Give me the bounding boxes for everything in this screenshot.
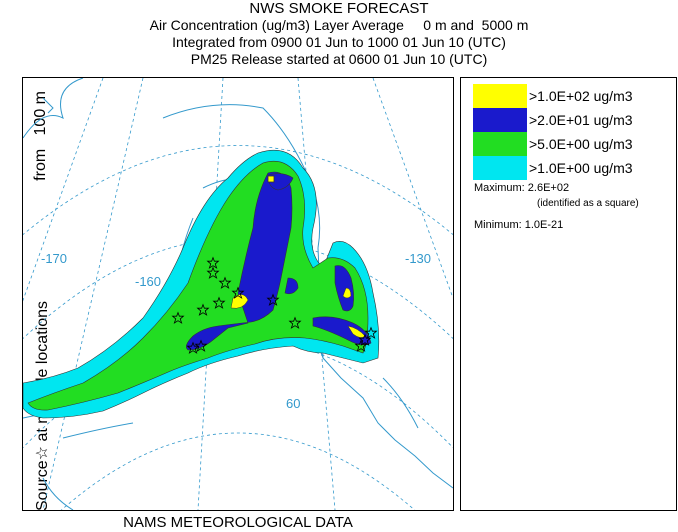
- legend-swatch-blue: [473, 108, 527, 132]
- lat-label-60: 60: [286, 396, 300, 411]
- maximum-value: 2.6E+02: [527, 182, 570, 194]
- lon-label-130: -130: [405, 251, 431, 266]
- legend-swatch-yellow: [473, 84, 527, 108]
- title-main: NWS SMOKE FORECAST: [249, 0, 429, 17]
- legend-row-2: >2.0E+01 ug/m3: [473, 108, 673, 132]
- maximum-square: [267, 175, 275, 183]
- title-block: NWS SMOKE FORECAST Air Concentration (ug…: [0, 0, 678, 68]
- lon-label-160: -160: [135, 274, 161, 289]
- minimum-value: 1.0E-21: [524, 219, 564, 231]
- legend-label-3: >5.0E+00 ug/m3: [529, 136, 633, 152]
- legend-row-4: >1.0E+00 ug/m3: [473, 156, 673, 180]
- maximum-label: Maximum:: [474, 182, 525, 194]
- smoke-map: -170 -160 -130 60: [22, 77, 454, 511]
- legend-label-2: >2.0E+01 ug/m3: [529, 112, 633, 128]
- legend-row-3: >5.0E+00 ug/m3: [473, 132, 673, 156]
- legend-swatch-cyan: [473, 156, 527, 180]
- met-data-label: NAMS METEOROLOGICAL DATA: [123, 514, 353, 531]
- plume-level-4: [230, 175, 366, 338]
- legend-row-1: >1.0E+02 ug/m3: [473, 84, 673, 108]
- title-release: PM25 Release started at 0600 01 Jun 10 (…: [190, 51, 488, 67]
- maximum-stat: Maximum: 2.6E+02: [474, 182, 569, 194]
- title-concentration: Air Concentration (ug/m3) Layer Average …: [149, 17, 529, 33]
- minimum-stat: Minimum: 1.0E-21: [474, 219, 563, 231]
- minimum-label: Minimum:: [474, 219, 522, 231]
- title-integration: Integrated from 0900 01 Jun to 1000 01 J…: [172, 34, 506, 50]
- maximum-note: (identified as a square): [537, 198, 639, 209]
- legend-label-1: >1.0E+02 ug/m3: [529, 88, 633, 104]
- source-markers: [171, 256, 378, 354]
- map-canvas: -170 -160 -130 60: [23, 78, 453, 510]
- lon-label-170: -170: [41, 251, 67, 266]
- plume-level-3: [186, 171, 372, 351]
- legend-panel: >1.0E+02 ug/m3 >2.0E+01 ug/m3 >5.0E+00 u…: [460, 77, 677, 511]
- legend-swatch-green: [473, 132, 527, 156]
- legend-label-4: >1.0E+00 ug/m3: [529, 160, 633, 176]
